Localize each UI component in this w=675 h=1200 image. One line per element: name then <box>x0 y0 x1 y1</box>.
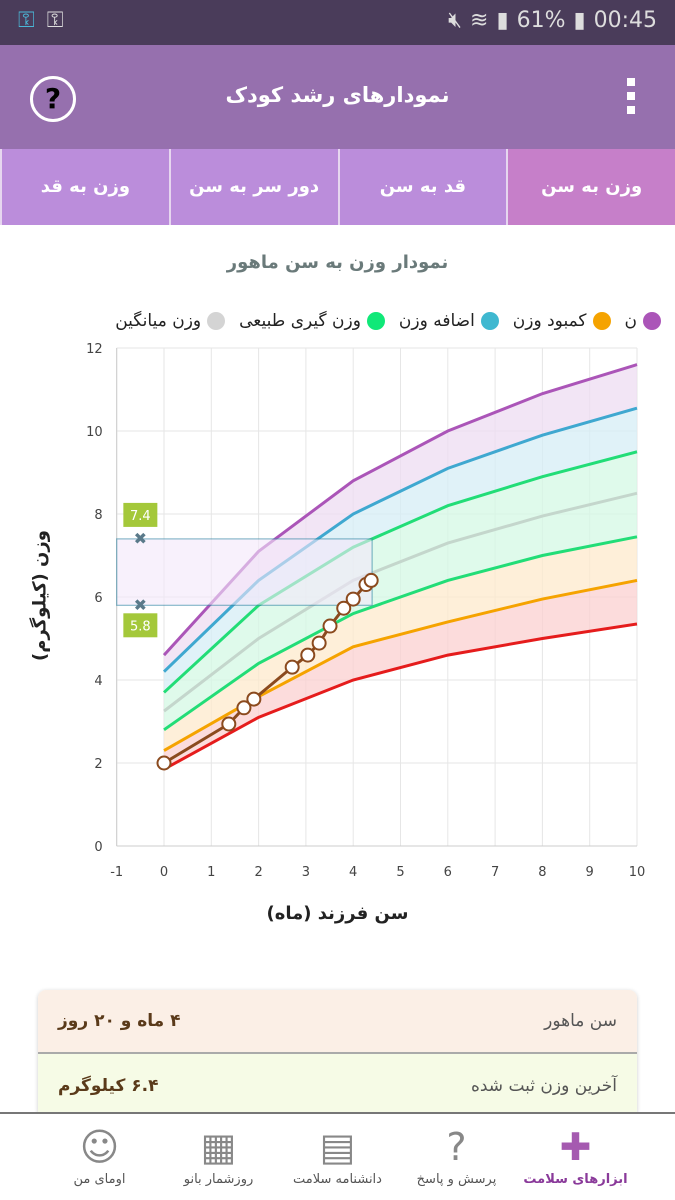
y-tick-label: 2 <box>94 757 102 772</box>
tab-height-for-age[interactable]: قد به سن <box>337 149 507 225</box>
x-tick-label: 2 <box>254 865 262 880</box>
child-weight-point <box>322 618 338 634</box>
x-tick-label: 1 <box>207 865 215 880</box>
chart-tabs: وزن به سن قد به سن دور سر به سن وزن به ق… <box>0 149 675 225</box>
child-weight-point <box>300 647 316 663</box>
nav-encyclopedia[interactable]: ▤ دانشنامه سلامت <box>283 1114 393 1200</box>
y-tick-label: 0 <box>94 840 102 855</box>
x-tick-label: -1 <box>110 865 123 880</box>
range-label: 5.8 <box>130 619 151 634</box>
tab-weight-for-age[interactable]: وزن به سن <box>506 149 675 225</box>
help-button[interactable]: ? <box>30 76 76 122</box>
calendar-icon: ▦ <box>200 1125 237 1169</box>
x-tick-label: 5 <box>396 865 404 880</box>
child-weight-point <box>336 600 352 616</box>
signal-icon: ▮ <box>496 8 509 33</box>
summary-row-weight: آخرین وزن ثبت شده ۶.۴ کیلوگرم <box>38 1054 637 1118</box>
y-tick-label: 8 <box>94 508 102 523</box>
band-fill <box>164 408 637 693</box>
mute-icon: 🔇︎ <box>448 8 463 33</box>
nav-profile[interactable]: ☺ اومای من <box>45 1114 155 1200</box>
percentile-curve <box>163 491 638 713</box>
range-label: 7.4 <box>130 509 151 524</box>
percentile-curve <box>163 535 638 732</box>
range-label-bg <box>123 613 158 638</box>
child-weight-point <box>221 716 237 732</box>
normal-range-box <box>116 538 373 606</box>
chart-title: نمودار وزن به سن ماهور <box>226 252 449 273</box>
nav-qa[interactable]: ? پرسش و پاسخ <box>402 1114 512 1200</box>
first-aid-kit-icon: ✚ <box>559 1125 592 1169</box>
nav-health-tools[interactable]: ✚ ابزارهای سلامت <box>521 1114 631 1200</box>
legend-dot <box>207 312 226 330</box>
legend-item[interactable]: اضافه وزن <box>399 308 499 334</box>
vpn-key-icon: ⚿ <box>18 8 35 33</box>
x-tick-label: 8 <box>538 865 546 880</box>
y-tick-label: 6 <box>94 591 102 606</box>
x-tick-label: 0 <box>160 865 168 880</box>
wifi-icon: ≋ <box>470 8 489 33</box>
legend-dot <box>592 312 611 330</box>
legend-dot <box>643 312 661 330</box>
x-tick-label: 4 <box>349 865 357 880</box>
status-bar: ⚿ ⚿ 🔇︎ ≋ ▮ 61% ▮ 00:45 <box>0 0 675 45</box>
percentile-curve <box>162 450 638 694</box>
legend-dot <box>480 312 499 330</box>
x-tick-label: 6 <box>444 865 452 880</box>
child-weight-point <box>284 659 300 675</box>
avatar-icon: ☺ <box>79 1125 120 1169</box>
x-tick-label: 9 <box>586 865 594 880</box>
y-tick-label: 4 <box>94 674 102 689</box>
x-tick-label: 3 <box>302 865 310 880</box>
band-fill <box>164 493 637 730</box>
legend-item[interactable]: ن <box>625 308 661 334</box>
nav-calendar[interactable]: ▦ روزشمار بانو <box>164 1114 274 1200</box>
clock: 00:45 <box>593 8 657 33</box>
x-tick-label: 7 <box>491 865 499 880</box>
tab-head-for-age[interactable]: دور سر به سن <box>168 149 338 225</box>
tab-weight-for-height[interactable]: وزن به قد <box>0 149 169 225</box>
y-tick-label: 12 <box>86 342 103 357</box>
y-axis-label: وزن (کیلوگرم) <box>29 530 51 661</box>
child-weight-point <box>311 635 327 651</box>
x-tick-label: 10 <box>629 865 646 880</box>
app-header: نمودارهای رشد کودک <box>0 45 675 149</box>
child-weight-point <box>236 700 252 716</box>
child-weight-point <box>156 755 172 771</box>
band-fill <box>164 451 637 712</box>
legend-dot <box>366 312 385 330</box>
question-bubble-icon: ? <box>446 1125 467 1169</box>
percentile-curve <box>163 622 638 771</box>
battery-icon: ▮ <box>573 8 586 33</box>
x-axis-label: سن فرزند (ماه) <box>266 903 409 924</box>
band-fill <box>164 580 637 770</box>
chart-legend: ن کمبود وزن اضافه وزن وزن گیری طبیعی وزن… <box>0 308 675 334</box>
page-title: نمودارهای رشد کودک <box>225 83 450 107</box>
summary-row-age: سن ماهور ۴ ماه و ۲۰ روز <box>38 990 637 1054</box>
child-weight-point <box>345 591 361 607</box>
child-weight-point <box>363 572 379 588</box>
band-fill <box>164 364 637 672</box>
battery-level: 61% <box>516 8 566 33</box>
range-marker-icon: ✖ <box>134 595 147 614</box>
newspaper-icon: ▤ <box>319 1125 356 1169</box>
child-weight-point <box>246 691 262 707</box>
y-tick-label: 10 <box>86 425 103 440</box>
legend-item[interactable]: وزن گیری طبیعی <box>239 308 385 334</box>
legend-item[interactable]: وزن میانگین <box>115 308 226 334</box>
bottom-nav: ✚ ابزارهای سلامت ? پرسش و پاسخ ▤ دانشنامه س… <box>0 1112 675 1200</box>
key-icon: ⚿ <box>46 8 64 33</box>
overflow-menu-button[interactable] <box>627 78 635 120</box>
band-fill <box>164 536 637 751</box>
legend-item[interactable]: کمبود وزن <box>513 308 611 334</box>
range-marker-icon: ✖ <box>134 529 147 548</box>
range-label-bg <box>123 502 158 527</box>
summary-card: سن ماهور ۴ ماه و ۲۰ روز آخرین وزن ثبت شده… <box>38 990 637 1118</box>
